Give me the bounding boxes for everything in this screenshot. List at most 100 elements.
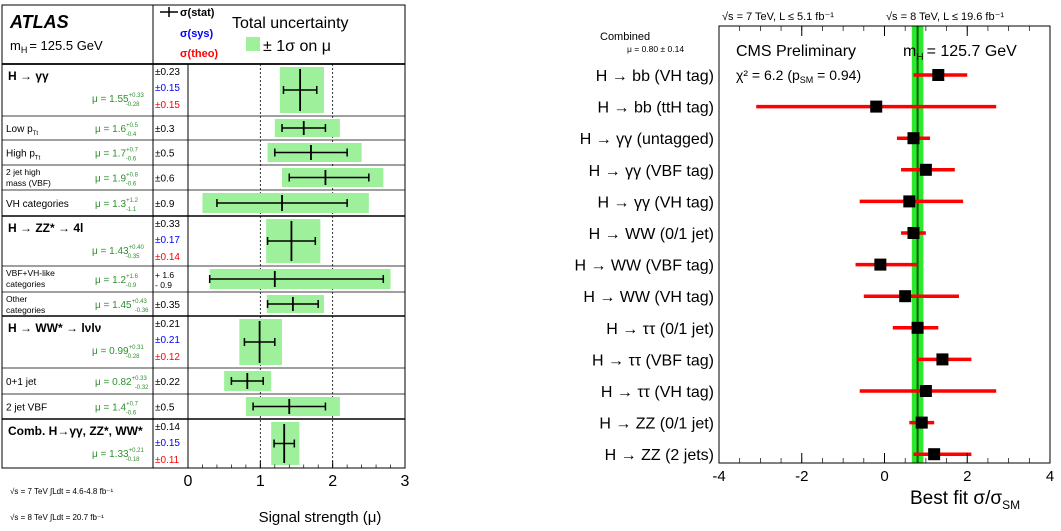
row-label-sub: Tt — [35, 156, 41, 162]
x-axis-label-sub: SM — [1002, 498, 1020, 512]
mu-value: μ = 0.99 — [92, 346, 129, 357]
row-label-text: 0+1 jet — [6, 377, 37, 388]
channel-marker — [936, 353, 949, 366]
cms-frame — [718, 25, 1051, 464]
legend-band-label: ± 1σ on μ — [263, 38, 331, 55]
mu-value: μ = 1.3 — [95, 199, 126, 210]
mu-up: +0.33 — [132, 376, 148, 382]
legend-sys: σ(sys) — [180, 28, 214, 40]
err-stat: ±0.33 — [155, 219, 180, 230]
row-label-line2: categories — [6, 279, 45, 289]
mu-dn: -0.6 — [126, 411, 137, 417]
chi2-tail: = 0.94) — [813, 67, 861, 83]
mu-dn: -0.28 — [126, 102, 140, 108]
legend-stat: σ(stat) — [180, 7, 215, 19]
mu-up: +0.43 — [132, 299, 148, 305]
channel-marker — [919, 163, 932, 176]
row-label: Low pTt — [6, 124, 38, 137]
channel-marker — [903, 195, 916, 208]
cms-mass: mH = 125.7 GeV — [903, 43, 1017, 63]
mu-up: +1.6 — [126, 274, 139, 280]
row-label-text: High p — [6, 149, 35, 160]
x-tick-label: 0 — [880, 468, 888, 485]
err-stat: ±0.14 — [155, 422, 180, 433]
x-tick-label: 2 — [328, 473, 337, 490]
group-title: H → γγ — [8, 69, 49, 83]
atlas-mass-text: mH = 125.5 GeV — [10, 38, 103, 55]
x-tick-label: 4 — [1046, 468, 1054, 485]
err-theo: ±0.12 — [155, 352, 180, 363]
channel-label: H → ZZ (2 jets) — [605, 447, 714, 464]
row-label: 2 jet VBF — [6, 403, 47, 414]
channel-marker — [874, 258, 887, 271]
row-err-line2: - 0.9 — [155, 280, 172, 290]
channel-marker — [899, 290, 912, 303]
channel-marker — [932, 69, 945, 81]
lumi-8tev: √s = 8 TeV, L ≤ 19.6 fb⁻¹ — [886, 11, 1004, 23]
mu-dn: -0.28 — [126, 354, 140, 360]
mu-value: μ = 0.82 — [95, 377, 132, 388]
channel-label: H → ττ (VBF tag) — [592, 352, 714, 369]
x-tick-label: 1 — [256, 473, 265, 490]
combined-mu: μ = 0.80 ± 0.14 — [627, 44, 684, 54]
channel-label: H → WW (0/1 jet) — [589, 226, 714, 243]
row-err: ±0.22 — [155, 377, 180, 388]
channel-marker — [915, 416, 928, 429]
err-sys: ±0.15 — [155, 83, 180, 94]
row-mu: μ = 1.7+0.7 -0.6 — [95, 148, 139, 163]
mu-dn: -0.6 — [126, 157, 137, 163]
mu-up: +0.5 — [126, 123, 139, 129]
err-sys: ±0.15 — [155, 438, 180, 449]
group-mu: μ = 1.43+0.40 -0.35 — [92, 245, 144, 260]
mu-dn: -0.9 — [126, 283, 137, 289]
atlas-title: ATLAS — [9, 12, 69, 32]
x-tick-label: 2 — [963, 468, 971, 485]
row-label: VH categories — [6, 199, 69, 210]
x-tick-label: 3 — [401, 473, 410, 490]
x-tick-label: -4 — [712, 468, 725, 485]
row-label: High pTt — [6, 149, 41, 162]
mu-dn: -0.36 — [135, 308, 149, 314]
cms-title: CMS Preliminary — [736, 43, 856, 60]
row-err: ±0.6 — [155, 174, 175, 185]
mass-sub: H — [21, 45, 28, 55]
x-axis-label: Signal strength (μ) — [259, 509, 382, 526]
channel-marker — [911, 321, 924, 334]
mu-value: μ = 1.33 — [92, 449, 129, 460]
channel-label: H → γγ (untagged) — [580, 131, 714, 148]
mu-value: μ = 1.6 — [95, 124, 126, 135]
err-stat: ±0.23 — [155, 67, 180, 78]
chi2-sub: SM — [800, 75, 814, 85]
group-title: H → ZZ* → 4l — [8, 221, 83, 235]
channel-label: H → ZZ (0/1 jet) — [599, 416, 714, 433]
channel-label: H → ττ (VH tag) — [601, 384, 714, 401]
row-label-text: Low p — [6, 124, 33, 135]
group-mu: μ = 1.55+0.33 -0.28 — [92, 93, 144, 108]
mu-dn: -1.1 — [126, 207, 137, 213]
row-err: ±0.9 — [155, 199, 175, 210]
x-axis-label: Best fit σ/σSM — [910, 488, 1020, 512]
err-theo: ±0.14 — [155, 252, 180, 263]
channel-label: H → ττ (0/1 jet) — [606, 321, 714, 338]
mu-dn: -0.6 — [126, 182, 137, 188]
row-err: ±0.35 — [155, 300, 180, 311]
footer-8tev: √s = 8 TeV ∫Ldt = 20.7 fb⁻¹ — [10, 513, 104, 522]
row-label-text: 2 jet VBF — [6, 403, 47, 414]
x-axis-label-text: Best fit σ/σ — [910, 488, 1002, 509]
row-mu: μ = 1.3+1.2 -1.1 — [95, 198, 139, 213]
mu-up: +0.31 — [129, 345, 145, 351]
mu-up: +0.40 — [129, 245, 145, 251]
cms-chart: √s = 7 TeV, L ≤ 5.1 fb⁻¹ √s = 8 TeV, L ≤ … — [574, 11, 1054, 512]
err-theo: ±0.15 — [155, 100, 180, 111]
row-mu: μ = 0.82+0.33 -0.32 — [95, 376, 149, 391]
mu-dn: -0.18 — [126, 457, 140, 463]
row-mu: μ = 1.45+0.43 -0.36 — [95, 299, 149, 314]
channel-label: H → WW (VH tag) — [583, 289, 714, 306]
mu-value: μ = 1.45 — [95, 300, 132, 311]
mu-up: +0.8 — [126, 173, 139, 179]
row-mu: μ = 1.9+0.8 -0.6 — [95, 173, 139, 188]
footer-7tev: √s = 7 TeV ∫Ldt = 4.6-4.8 fb⁻¹ — [10, 487, 113, 496]
channel-marker — [907, 132, 920, 145]
row-label: VBF+VH-like — [6, 268, 55, 278]
